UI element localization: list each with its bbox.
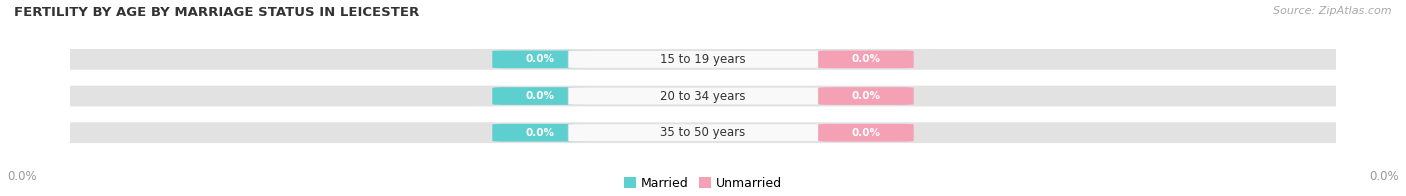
Text: 0.0%: 0.0% (526, 54, 554, 64)
FancyBboxPatch shape (818, 124, 914, 142)
Text: 0.0%: 0.0% (1369, 170, 1399, 183)
Text: 0.0%: 0.0% (852, 54, 880, 64)
Legend: Married, Unmarried: Married, Unmarried (624, 177, 782, 190)
Text: 20 to 34 years: 20 to 34 years (661, 90, 745, 103)
FancyBboxPatch shape (492, 124, 588, 142)
FancyBboxPatch shape (58, 121, 1348, 145)
FancyBboxPatch shape (568, 124, 838, 142)
FancyBboxPatch shape (58, 47, 1348, 72)
Text: Source: ZipAtlas.com: Source: ZipAtlas.com (1274, 6, 1392, 16)
FancyBboxPatch shape (492, 51, 588, 68)
FancyBboxPatch shape (818, 51, 914, 68)
Text: 0.0%: 0.0% (852, 128, 880, 138)
FancyBboxPatch shape (818, 87, 914, 105)
Text: 15 to 19 years: 15 to 19 years (661, 53, 745, 66)
FancyBboxPatch shape (568, 87, 838, 105)
Text: 0.0%: 0.0% (852, 91, 880, 101)
Text: FERTILITY BY AGE BY MARRIAGE STATUS IN LEICESTER: FERTILITY BY AGE BY MARRIAGE STATUS IN L… (14, 6, 419, 19)
FancyBboxPatch shape (492, 87, 588, 105)
FancyBboxPatch shape (568, 51, 838, 68)
Text: 35 to 50 years: 35 to 50 years (661, 126, 745, 139)
FancyBboxPatch shape (58, 84, 1348, 108)
Text: 0.0%: 0.0% (526, 128, 554, 138)
Text: 0.0%: 0.0% (526, 91, 554, 101)
Text: 0.0%: 0.0% (7, 170, 37, 183)
